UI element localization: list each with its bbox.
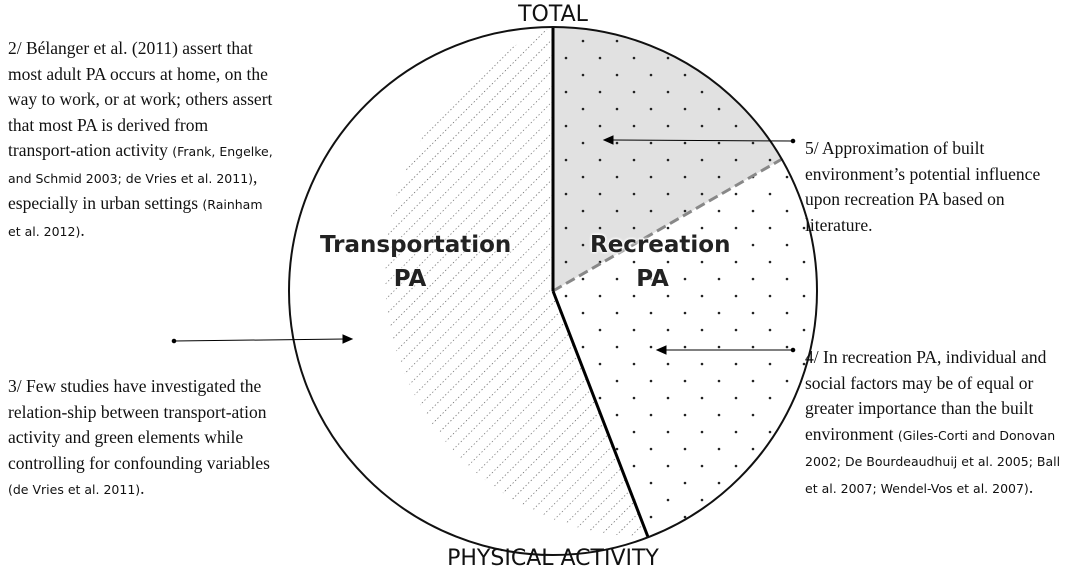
segment-label: Recreation PA — [590, 232, 731, 292]
title-bottom: PHYSICAL ACTIVITY — [447, 546, 659, 571]
note: 3/ Few studies have investigated the rel… — [8, 374, 278, 503]
note-text: . — [1028, 476, 1034, 497]
note: 5/ Approximation of built environment’s … — [805, 136, 1050, 238]
note-text: . — [80, 219, 85, 240]
note-text: . — [140, 478, 145, 498]
arrows — [171, 135, 796, 355]
note-text: 5/ Approximation of built environment’s … — [805, 138, 1041, 235]
citation: (Rainham et al. 2012) — [8, 197, 263, 239]
note-text: , especially in urban settings — [8, 166, 258, 214]
note-text: 3/ Few studies have investigated the rel… — [8, 376, 270, 473]
note: 2/ Bélanger et al. (2011) assert that mo… — [8, 36, 276, 244]
citation: (de Vries et al. 2011) — [8, 482, 141, 497]
note-text: 4/ In recreation PA, individual and soci… — [805, 347, 1047, 444]
note: 4/ In recreation PA, individual and soci… — [805, 345, 1063, 501]
citation: (Frank, Engelke, and Schmid 2003; de Vri… — [8, 144, 273, 186]
built-environment-dots — [553, 26, 782, 291]
pie-outline — [288, 26, 818, 556]
segment-label: Transportation PA — [320, 232, 512, 292]
transportation-slice — [384, 27, 648, 537]
citation: (Giles-Corti and Donovan 2002; De Bourde… — [805, 427, 1061, 496]
divider — [551, 290, 650, 538]
note-text: 2/ Bélanger et al. (2011) assert that mo… — [8, 38, 273, 160]
title-top: TOTAL — [518, 2, 588, 27]
